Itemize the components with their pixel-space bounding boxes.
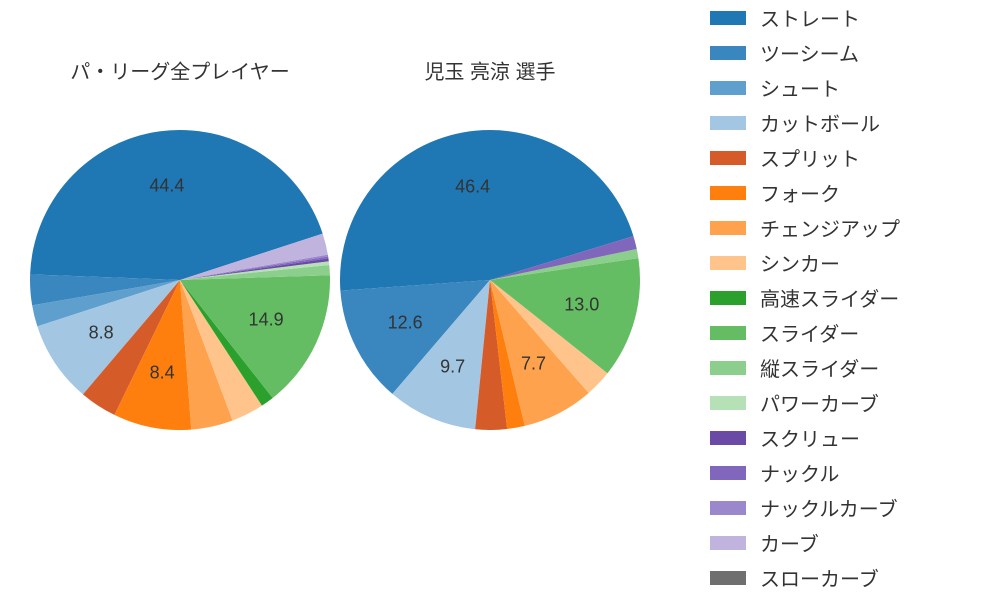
legend-label: ナックル xyxy=(760,458,839,487)
legend-swatch xyxy=(710,396,746,410)
legend-swatch xyxy=(710,256,746,270)
chart-title-league: パ・リーグ全プレイヤー xyxy=(70,56,289,85)
legend-item: 高速スライダー xyxy=(710,280,990,315)
legend-item: フォーク xyxy=(710,175,990,210)
legend-label: フォーク xyxy=(760,178,840,207)
legend-label: パワーカーブ xyxy=(760,388,879,417)
legend-label: スライダー xyxy=(760,318,859,347)
legend-swatch xyxy=(710,291,746,305)
legend-swatch xyxy=(710,116,746,130)
legend-swatch xyxy=(710,46,746,60)
legend-item: ストレート xyxy=(710,0,990,35)
legend-item: パワーカーブ xyxy=(710,385,990,420)
legend-label: カーブ xyxy=(760,528,819,557)
legend-item: カーブ xyxy=(710,525,990,560)
legend-swatch xyxy=(710,81,746,95)
legend-label: シュート xyxy=(760,73,840,102)
legend-item: ナックル xyxy=(710,455,990,490)
legend-label: シンカー xyxy=(760,248,840,277)
pie-league xyxy=(30,130,330,430)
legend-item: 縦スライダー xyxy=(710,350,990,385)
legend-item: スプリット xyxy=(710,140,990,175)
pie-player xyxy=(340,130,640,430)
legend-swatch xyxy=(710,571,746,585)
legend-swatch xyxy=(710,466,746,480)
legend-swatch xyxy=(710,11,746,25)
legend-item: スライダー xyxy=(710,315,990,350)
legend-label: チェンジアップ xyxy=(760,213,900,242)
legend-item: カットボール xyxy=(710,105,990,140)
legend-label: ツーシーム xyxy=(760,38,859,67)
legend: ストレートツーシームシュートカットボールスプリットフォークチェンジアップシンカー… xyxy=(710,0,990,595)
legend-label: 縦スライダー xyxy=(760,353,879,382)
legend-swatch xyxy=(710,536,746,550)
legend-swatch xyxy=(710,186,746,200)
legend-label: スローカーブ xyxy=(760,563,879,592)
legend-label: 高速スライダー xyxy=(760,283,899,312)
legend-label: ストレート xyxy=(760,3,860,32)
legend-item: ツーシーム xyxy=(710,35,990,70)
legend-item: シンカー xyxy=(710,245,990,280)
legend-item: スローカーブ xyxy=(710,560,990,595)
legend-item: スクリュー xyxy=(710,420,990,455)
legend-label: ナックルカーブ xyxy=(760,493,898,522)
legend-swatch xyxy=(710,431,746,445)
chart-title-player: 児玉 亮涼 選手 xyxy=(424,56,555,85)
legend-swatch xyxy=(710,326,746,340)
legend-label: カットボール xyxy=(760,108,880,137)
legend-swatch xyxy=(710,361,746,375)
chart-stage: パ・リーグ全プレイヤー44.48.88.414.9児玉 亮涼 選手46.412.… xyxy=(0,0,1000,600)
legend-swatch xyxy=(710,221,746,235)
legend-swatch xyxy=(710,151,746,165)
legend-swatch xyxy=(710,501,746,515)
legend-item: チェンジアップ xyxy=(710,210,990,245)
legend-item: シュート xyxy=(710,70,990,105)
legend-label: スクリュー xyxy=(760,423,860,452)
legend-item: ナックルカーブ xyxy=(710,490,990,525)
legend-label: スプリット xyxy=(760,143,860,172)
